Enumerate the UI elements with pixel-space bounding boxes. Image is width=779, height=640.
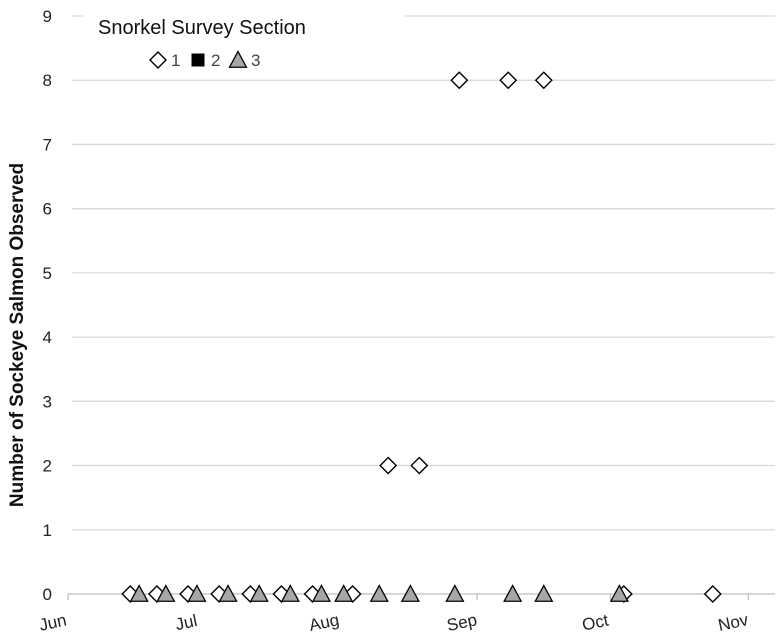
x-tick-label: Nov xyxy=(716,610,750,635)
data-point-series-1 xyxy=(410,456,429,475)
legend-marker-2 xyxy=(191,53,205,67)
data-point-series-3 xyxy=(445,584,465,602)
y-tick-label: 3 xyxy=(43,392,52,411)
axes xyxy=(67,593,775,600)
data-point-series-3 xyxy=(334,584,354,602)
legend: Snorkel Survey Section 1 2 3 xyxy=(84,4,404,76)
data-point-series-3 xyxy=(129,584,149,602)
y-tick-label: 7 xyxy=(43,135,52,154)
data-point-series-1 xyxy=(379,456,398,475)
data-series xyxy=(121,71,722,603)
x-tick-label: Jul xyxy=(174,611,199,634)
legend-label-1: 1 xyxy=(171,51,180,70)
data-point-series-1 xyxy=(499,71,518,90)
y-tick-labels: 0 1 2 3 4 5 6 7 8 9 xyxy=(43,7,52,604)
y-tick-label: 9 xyxy=(43,7,52,26)
data-point-series-3 xyxy=(400,584,420,602)
legend-marker-3 xyxy=(228,50,248,68)
data-point-series-3 xyxy=(187,584,207,602)
y-axis-label: Number of Sockeye Salmon Observed xyxy=(7,163,28,507)
legend-marker-1 xyxy=(149,51,167,69)
y-tick-label: 8 xyxy=(43,71,52,90)
data-point-series-3 xyxy=(280,584,300,602)
data-point-series-3 xyxy=(503,584,523,602)
data-point-series-3 xyxy=(369,584,389,602)
x-tick-label: Aug xyxy=(307,610,341,635)
x-tick-labels: Jun Jul Aug Sep Oct Nov xyxy=(37,610,750,635)
y-tick-label: 6 xyxy=(43,200,52,219)
x-tick-label: Oct xyxy=(580,611,610,635)
gridlines xyxy=(72,15,775,531)
data-point-series-3 xyxy=(218,584,238,602)
x-tick-label: Sep xyxy=(445,610,479,635)
y-tick-label: 0 xyxy=(43,585,52,604)
y-tick-label: 5 xyxy=(43,264,52,283)
data-point-series-1 xyxy=(534,71,553,90)
series-3 xyxy=(129,584,629,602)
legend-label-2: 2 xyxy=(211,51,220,70)
legend-title: Snorkel Survey Section xyxy=(98,17,306,39)
data-point-series-3 xyxy=(156,584,176,602)
data-point-series-3 xyxy=(534,584,554,602)
data-point-series-3 xyxy=(609,584,629,602)
y-tick-label: 1 xyxy=(43,521,52,540)
data-point-series-1 xyxy=(703,585,722,603)
legend-label-3: 3 xyxy=(251,51,260,70)
y-tick-label: 2 xyxy=(43,457,52,476)
data-point-series-3 xyxy=(249,584,269,602)
y-tick-label: 4 xyxy=(43,328,52,347)
data-point-series-1 xyxy=(450,71,469,90)
data-point-series-3 xyxy=(311,584,332,602)
x-tick-label: Jun xyxy=(37,610,68,634)
